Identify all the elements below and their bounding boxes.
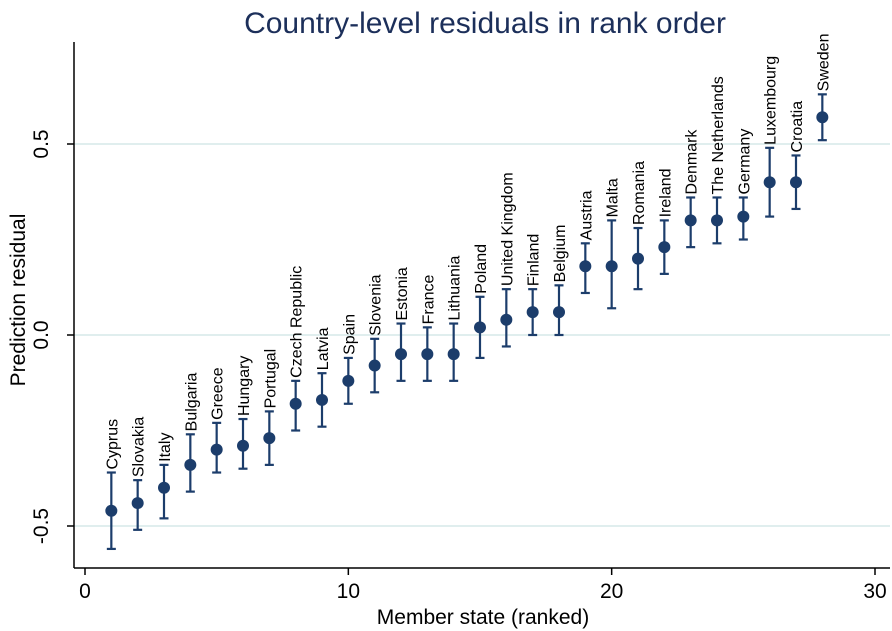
data-point — [342, 374, 355, 387]
point-label: Austria — [578, 190, 595, 240]
data-point — [711, 214, 723, 227]
data-point — [289, 397, 302, 410]
data-point — [368, 359, 381, 372]
data-point — [658, 241, 671, 254]
point-label: Greece — [210, 367, 227, 420]
point-label: France — [420, 274, 437, 324]
point-label: Estonia — [394, 267, 411, 320]
point-label: Belgium — [552, 225, 569, 283]
data-point — [500, 313, 513, 326]
y-axis-label: Prediction residual — [7, 214, 30, 387]
point-label: Hungary — [236, 356, 253, 416]
point-label: Malta — [605, 178, 622, 217]
ticks-layer: -0.5 0.0 0.5 0 10 20 30 — [30, 129, 887, 603]
chart-title: Country-level residuals in rank order — [244, 7, 726, 40]
data-point — [158, 481, 170, 494]
grid-layer — [74, 143, 890, 527]
y-tick-label: -0.5 — [30, 508, 53, 544]
data-point — [105, 504, 118, 517]
data-point — [605, 260, 618, 273]
data-point — [395, 348, 407, 361]
data-point — [763, 176, 776, 189]
data-point — [790, 176, 802, 189]
point-label: Bulgaria — [183, 373, 200, 432]
point-label: Slovakia — [131, 417, 148, 478]
point-label: Portugal — [262, 349, 279, 409]
point-label: Poland — [473, 244, 490, 294]
data-point — [421, 348, 434, 361]
point-label: Cyprus — [104, 419, 121, 470]
data-point — [579, 260, 592, 273]
data-point — [184, 458, 197, 471]
point-label: The Netherlands — [710, 76, 727, 194]
x-tick-label: 30 — [863, 580, 886, 603]
point-label: Romania — [631, 161, 648, 225]
point-label: Italy — [157, 433, 174, 462]
y-tick-label: 0.5 — [30, 129, 53, 158]
point-label: Croatia — [789, 101, 806, 153]
x-tick-label: 0 — [79, 580, 91, 603]
data-point — [684, 214, 697, 227]
x-tick-label: 10 — [337, 580, 360, 603]
x-axis-label: Member state (ranked) — [377, 606, 589, 629]
points-layer: Cyprus Slovakia Italy Bulgaria Greece Hungary… — [104, 34, 832, 551]
point-label: Germany — [736, 129, 753, 195]
x-tick-label: 20 — [600, 580, 623, 603]
data-point — [237, 439, 249, 452]
data-point — [553, 306, 565, 319]
data-point — [816, 111, 829, 124]
data-point — [737, 210, 750, 223]
data-point — [474, 321, 486, 334]
point-label: Slovenia — [368, 274, 385, 335]
data-point — [131, 497, 144, 510]
point-label: Latvia — [315, 327, 332, 370]
point-label: Lithuania — [447, 255, 464, 320]
data-point — [447, 348, 460, 361]
point-label: Ireland — [657, 168, 674, 217]
point-label: United Kingdom — [499, 172, 516, 286]
point-label: Denmark — [684, 129, 701, 195]
point-label: Sweden — [815, 34, 832, 92]
data-point — [632, 252, 644, 265]
data-point — [210, 443, 223, 456]
point-label: Spain — [341, 314, 358, 355]
point-label: Czech Republic — [289, 266, 306, 378]
point-label: Finland — [526, 234, 543, 286]
data-point — [316, 393, 328, 406]
y-tick-label: 0.0 — [30, 320, 53, 349]
data-point — [263, 432, 276, 445]
data-point — [526, 306, 539, 319]
point-label: Luxembourg — [763, 56, 780, 145]
